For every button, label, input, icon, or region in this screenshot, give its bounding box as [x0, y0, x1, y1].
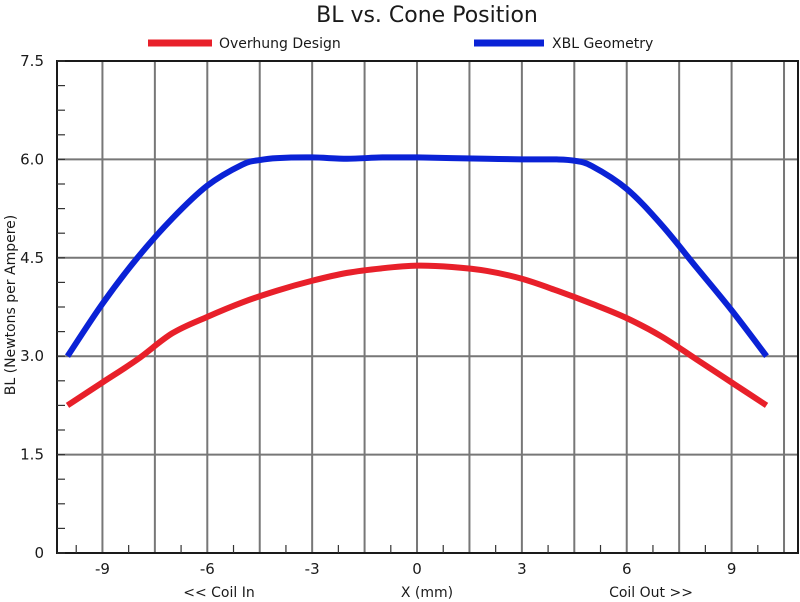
- series-line-xbl: [64, 154, 769, 359]
- x-tick-label: 9: [727, 560, 737, 578]
- x-axis-sublabel-right: Coil Out >>: [609, 585, 693, 601]
- legend: Overhung Design XBL Geometry: [148, 36, 653, 52]
- x-axis-sublabel-left: << Coil In: [183, 585, 254, 601]
- plot-frame: [56, 60, 799, 554]
- x-tick-label: -9: [95, 560, 110, 578]
- series-line-overhung: [65, 262, 769, 408]
- series: [64, 154, 769, 408]
- axis-ticks: 0 1.5 3.0 4.5 6.0 7.5 -9 -6 -3 0 3 6 9: [20, 52, 759, 578]
- x-tick-label: -3: [305, 560, 320, 578]
- x-tick-label: 0: [412, 560, 422, 578]
- chart-title: BL vs. Cone Position: [316, 3, 538, 28]
- legend-label-xbl: XBL Geometry: [552, 36, 653, 52]
- legend-label-overhung: Overhung Design: [219, 36, 341, 52]
- y-tick-label: 1.5: [20, 446, 44, 464]
- y-tick-label: 6.0: [20, 150, 44, 168]
- x-tick-label: 6: [622, 560, 632, 578]
- x-axis-label: X (mm): [401, 585, 453, 601]
- y-tick-label: 3.0: [20, 347, 44, 365]
- y-tick-label: 7.5: [20, 52, 44, 70]
- y-axis-label: BL (Newtons per Ampere): [3, 215, 19, 395]
- y-tick-label: 4.5: [20, 249, 44, 267]
- grid: [57, 61, 798, 553]
- x-tick-label: 3: [517, 560, 527, 578]
- y-tick-label: 0: [34, 544, 44, 562]
- x-tick-label: -6: [200, 560, 215, 578]
